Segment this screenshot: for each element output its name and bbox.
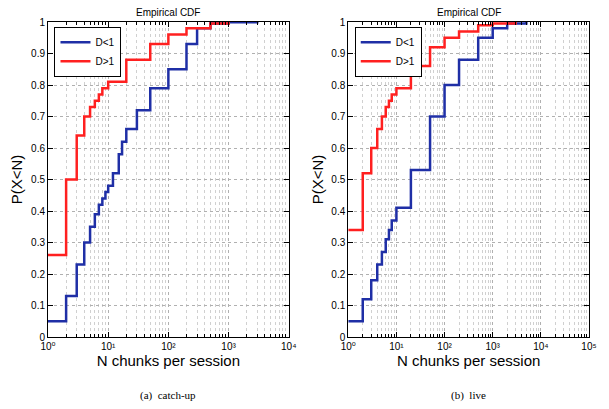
svg-text:0: 0	[340, 332, 346, 343]
svg-text:P(X<N): P(X<N)	[8, 155, 25, 205]
svg-text:D<1: D<1	[396, 37, 415, 48]
svg-text:Empirical CDF: Empirical CDF	[437, 7, 501, 18]
svg-text:0.8: 0.8	[331, 80, 345, 91]
svg-text:0.8: 0.8	[31, 80, 45, 91]
svg-text:0: 0	[39, 332, 45, 343]
svg-text:Empirical CDF: Empirical CDF	[136, 7, 200, 18]
svg-text:0.7: 0.7	[31, 111, 45, 122]
svg-text:1: 1	[39, 17, 45, 28]
svg-text:10¹: 10¹	[101, 341, 116, 352]
svg-text:0.6: 0.6	[31, 143, 45, 154]
svg-text:10³: 10³	[485, 341, 500, 352]
svg-text:10⁵: 10⁵	[581, 341, 596, 352]
svg-text:10³: 10³	[221, 341, 236, 352]
svg-text:0.6: 0.6	[331, 143, 345, 154]
svg-text:1: 1	[340, 17, 346, 28]
svg-text:P(X<N): P(X<N)	[309, 155, 326, 205]
svg-text:D>1: D>1	[95, 56, 114, 67]
svg-text:10²: 10²	[161, 341, 176, 352]
svg-text:10⁴: 10⁴	[533, 341, 548, 352]
svg-text:10⁰: 10⁰	[40, 341, 55, 352]
svg-text:0.3: 0.3	[331, 237, 345, 248]
svg-text:D>1: D>1	[396, 56, 415, 67]
svg-text:0.9: 0.9	[31, 48, 45, 59]
svg-text:0.4: 0.4	[31, 206, 45, 217]
svg-text:0.1: 0.1	[331, 300, 345, 311]
svg-text:0.5: 0.5	[331, 174, 345, 185]
svg-text:N chunks per session: N chunks per session	[97, 352, 240, 369]
svg-text:(a) catch-up: (a) catch-up	[140, 389, 196, 402]
svg-text:10¹: 10¹	[389, 341, 404, 352]
svg-text:10²: 10²	[437, 341, 452, 352]
svg-text:N chunks per session: N chunks per session	[397, 352, 540, 369]
svg-text:D<1: D<1	[95, 37, 114, 48]
svg-text:0.2: 0.2	[31, 269, 45, 280]
svg-text:(b) live: (b) live	[451, 389, 486, 402]
svg-text:0.7: 0.7	[331, 111, 345, 122]
svg-text:0.3: 0.3	[31, 237, 45, 248]
svg-text:0.9: 0.9	[331, 48, 345, 59]
svg-text:0.5: 0.5	[31, 174, 45, 185]
svg-text:10⁴: 10⁴	[281, 341, 296, 352]
svg-text:10⁰: 10⁰	[341, 341, 356, 352]
svg-text:0.1: 0.1	[31, 300, 45, 311]
svg-text:0.2: 0.2	[331, 269, 345, 280]
svg-text:0.4: 0.4	[331, 206, 345, 217]
